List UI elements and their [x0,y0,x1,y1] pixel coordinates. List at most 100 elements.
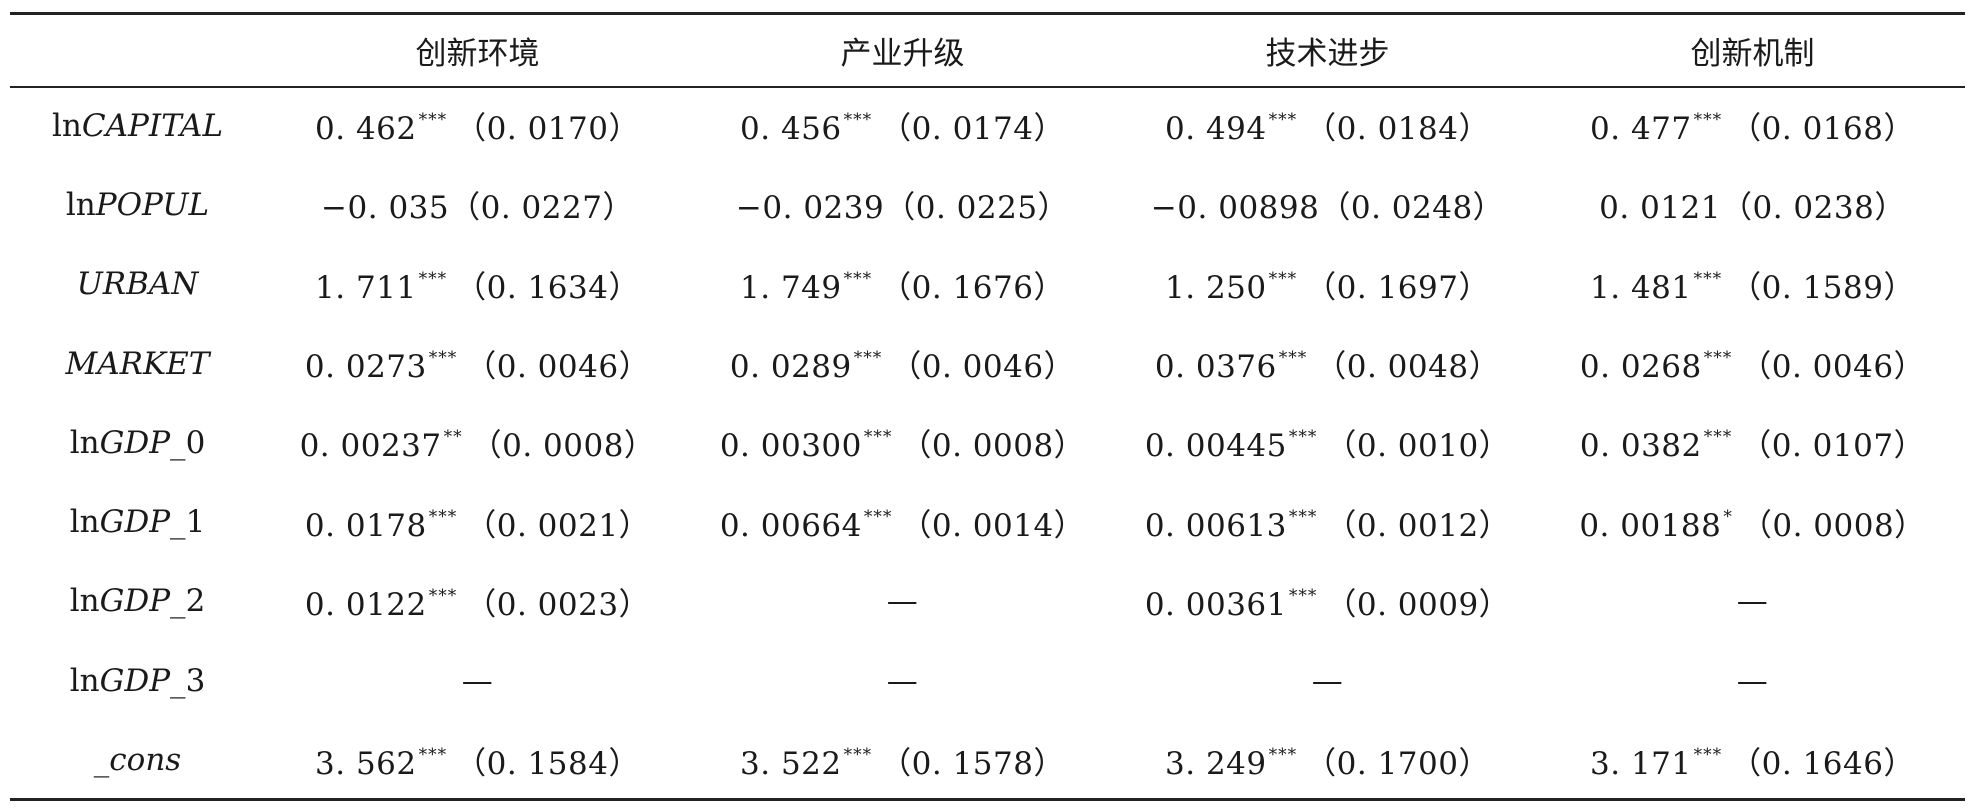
coefficient-value: 0. 0289 [729,349,852,386]
standard-error: （0. 1646） [1730,745,1915,782]
coefficient-value: 0. 00237 [299,428,442,465]
coefficient-value: 0. 494 [1165,111,1267,148]
row-label: lnCAPITAL [10,86,265,165]
table-cell: — [265,641,690,720]
coefficient-value: 3. 562 [315,745,417,782]
table-cell: 1. 481 *** （0. 1589） [1540,245,1965,324]
table-cell: — [1115,641,1540,720]
coefficient-value: 3. 522 [740,745,842,782]
standard-error: （0. 0238） [1721,190,1906,227]
table-cell: 0. 00188 * （0. 0008） [1540,482,1965,561]
significance-stars: *** [1268,110,1298,131]
significance-stars: *** [1278,348,1308,369]
significance-stars: *** [1693,110,1723,131]
coefficient-value: 0. 477 [1590,111,1692,148]
table-row: lnPOPUL −0. 035（0. 0227） −0. 0239（0. 0225）… [10,165,1965,244]
significance-stars: *** [1288,585,1318,606]
significance-stars: *** [418,744,448,765]
table-cell: 0. 456 *** （0. 0174） [690,86,1115,165]
table-cell: 0. 0178 *** （0. 0021） [265,482,690,561]
significance-stars: *** [843,744,873,765]
row-label-variable: URBAN [76,266,199,303]
table-cell: −0. 035（0. 0227） [265,165,690,244]
standard-error: （0. 0008） [1740,507,1926,544]
bottom-rule [10,798,1965,801]
table-cell: 1. 250 *** （0. 1697） [1115,245,1540,324]
significance-stars: *** [1693,744,1723,765]
significance-stars: *** [428,348,458,369]
standard-error: （0. 1578） [880,745,1065,782]
standard-error: （0. 0046） [1740,349,1926,386]
coefficient-value: 0. 0178 [304,507,427,544]
standard-error: （0. 0014） [900,507,1086,544]
table-cell: — [1540,562,1965,641]
table-cell: 0. 0382 *** （0. 0107） [1540,403,1965,482]
coefficient-value: 0. 00188 [1579,507,1722,544]
coefficient-value: 3. 249 [1165,745,1267,782]
significance-stars: *** [863,506,893,527]
significance-stars: *** [853,348,883,369]
table-row: lnGDP_0 0. 00237 ** （0. 0008） 0. 00300 *** （0.… [10,403,1965,482]
column-header: 技术进步 [1265,36,1390,72]
standard-error: （0. 1634） [455,269,640,306]
table-cell: 0. 494 *** （0. 0184） [1115,86,1540,165]
standard-error: （0. 0225） [884,190,1070,227]
coefficient-value: 0. 00361 [1144,586,1287,623]
column-header: 创新机制 [1690,36,1815,72]
standard-error: （0. 0021） [465,507,651,544]
coefficient-value: 1. 481 [1590,269,1692,306]
table-cell: 0. 0289 *** （0. 0046） [690,324,1115,403]
column-header: 产业升级 [840,36,965,72]
coefficient-value: 0. 0121 [1599,190,1721,227]
coefficient-value: −0. 00898 [1150,190,1320,227]
table-cell: 0. 462 *** （0. 0170） [265,86,690,165]
standard-error: （0. 0023） [465,586,651,623]
row-label-suffix: 1 [185,504,206,541]
standard-error: （0. 0008） [470,428,656,465]
header-empty [10,15,265,86]
table-row: lnGDP_2 0. 0122 *** （0. 0023） —0. 00361 *** （0… [10,562,1965,641]
significance-stars: *** [843,110,873,131]
table-row: MARKET 0. 0273 *** （0. 0046） 0. 0289 *** （0. 0… [10,324,1965,403]
coefficient-value: 0. 0268 [1579,349,1702,386]
standard-error: （0. 0168） [1730,111,1915,148]
table-cell: 1. 711 *** （0. 1634） [265,245,690,324]
significance-stars: ** [443,427,463,448]
table-cell: 0. 00613 *** （0. 0012） [1115,482,1540,561]
table-row: lnGDP_1 0. 0178 *** （0. 0021） 0. 00664 *** （0.… [10,482,1965,561]
coefficient-value: — [1736,583,1769,620]
table-cell: −0. 00898（0. 0248） [1115,165,1540,244]
table-cell: 0. 0122 *** （0. 0023） [265,562,690,641]
table-cell: 0. 00361 *** （0. 0009） [1115,562,1540,641]
coefficient-value: 0. 00613 [1144,507,1287,544]
row-label-prefix: ln [69,424,100,461]
standard-error: （0. 0170） [455,111,640,148]
significance-stars: *** [428,585,458,606]
row-label-variable: GDP_ [99,504,186,541]
standard-error: （0. 0227） [449,190,634,227]
significance-stars: * [1723,506,1733,527]
coefficient-value: — [1311,662,1344,699]
table-cell: 0. 0268 *** （0. 0046） [1540,324,1965,403]
table-cell: 3. 249 *** （0. 1700） [1115,720,1540,799]
table-cell: 0. 0273 *** （0. 0046） [265,324,690,403]
row-label-prefix: ln [69,583,100,620]
row-label-suffix: 3 [185,662,206,699]
standard-error: （0. 0048） [1315,349,1501,386]
significance-stars: *** [1288,506,1318,527]
table-cell: 3. 562 *** （0. 1584） [265,720,690,799]
column-header: 创新环境 [415,36,540,72]
row-label-variable: GDP_ [99,583,186,620]
row-label: lnGDP_2 [10,562,265,641]
significance-stars: *** [428,506,458,527]
standard-error: （0. 0012） [1325,507,1511,544]
coefficient-value: 1. 250 [1165,269,1267,306]
row-label: lnGDP_1 [10,482,265,561]
row-label-variable: _cons [93,742,182,779]
row-label-variable: CAPITAL [81,107,224,144]
standard-error: （0. 0046） [890,349,1076,386]
coefficient-value: 1. 711 [315,269,417,306]
standard-error: （0. 0174） [880,111,1065,148]
standard-error: （0. 0009） [1325,586,1511,623]
table-row: URBAN 1. 711 *** （0. 1634） 1. 749 *** （0. 1676… [10,245,1965,324]
